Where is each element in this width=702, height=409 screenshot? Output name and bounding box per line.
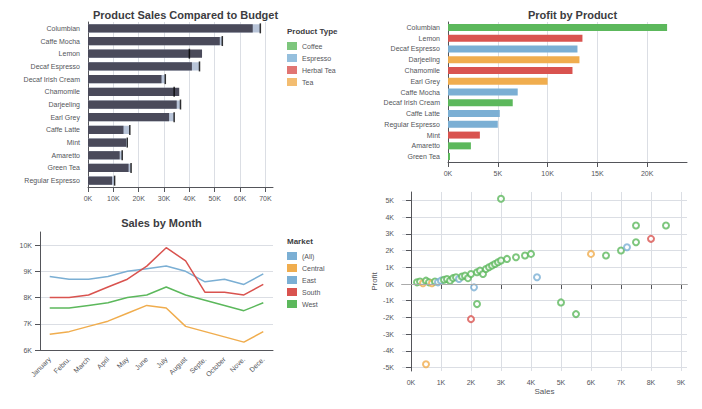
- svg-text:Amaretto: Amaretto: [412, 142, 441, 149]
- svg-text:Sales: Sales: [534, 387, 554, 396]
- svg-text:July: July: [155, 355, 170, 370]
- svg-text:Product Type: Product Type: [287, 27, 338, 36]
- svg-text:Central: Central: [302, 265, 325, 272]
- svg-text:Earl Grey: Earl Grey: [410, 78, 440, 86]
- svg-text:0K: 0K: [385, 281, 394, 288]
- svg-text:7K: 7K: [617, 379, 626, 386]
- svg-text:-1K: -1K: [383, 297, 394, 304]
- svg-text:40K: 40K: [183, 195, 196, 202]
- svg-text:Amaretto: Amaretto: [52, 152, 81, 159]
- svg-text:Earl Grey: Earl Grey: [50, 114, 80, 122]
- svg-text:Caffe Mocha: Caffe Mocha: [40, 38, 80, 45]
- svg-text:9K: 9K: [677, 379, 686, 386]
- svg-text:Caffe Mocha: Caffe Mocha: [400, 89, 440, 96]
- svg-text:Caffe Latte: Caffe Latte: [406, 110, 440, 117]
- svg-text:Darjeeling: Darjeeling: [408, 56, 440, 64]
- svg-text:(All): (All): [302, 253, 314, 261]
- svg-text:West: West: [302, 301, 318, 308]
- svg-text:Espresso: Espresso: [302, 55, 331, 63]
- svg-text:6K: 6K: [23, 347, 32, 354]
- svg-text:April: April: [96, 355, 112, 371]
- svg-text:Green Tea: Green Tea: [47, 164, 80, 171]
- svg-text:2K: 2K: [385, 247, 394, 254]
- svg-text:8K: 8K: [647, 379, 656, 386]
- svg-text:15K: 15K: [591, 170, 604, 177]
- svg-text:Septe.: Septe.: [188, 355, 208, 375]
- svg-text:-2K: -2K: [383, 314, 394, 321]
- svg-text:Darjeeling: Darjeeling: [48, 101, 80, 109]
- svg-text:Columbian: Columbian: [407, 24, 441, 31]
- svg-text:Decaf Irish Cream: Decaf Irish Cream: [384, 99, 441, 106]
- svg-text:Regular Espresso: Regular Espresso: [24, 177, 80, 185]
- svg-text:9K: 9K: [23, 268, 32, 275]
- svg-text:20K: 20K: [132, 195, 145, 202]
- svg-text:January: January: [30, 355, 54, 379]
- svg-text:Columbian: Columbian: [47, 25, 81, 32]
- svg-text:70K: 70K: [259, 195, 272, 202]
- svg-text:Product Sales Compared to Budg: Product Sales Compared to Budget: [93, 9, 279, 21]
- svg-text:6K: 6K: [587, 379, 596, 386]
- svg-text:2K: 2K: [467, 379, 476, 386]
- svg-text:Chamomile: Chamomile: [45, 88, 81, 95]
- svg-text:South: South: [302, 289, 320, 296]
- svg-text:October: October: [204, 355, 227, 378]
- svg-text:March: March: [72, 355, 91, 374]
- svg-text:Caffe Latte: Caffe Latte: [46, 126, 80, 133]
- svg-text:10K: 10K: [541, 170, 554, 177]
- svg-text:0K: 0K: [407, 379, 416, 386]
- svg-text:-3K: -3K: [383, 331, 394, 338]
- svg-text:3K: 3K: [497, 379, 506, 386]
- svg-text:10K: 10K: [107, 195, 120, 202]
- svg-text:Green Tea: Green Tea: [407, 153, 440, 160]
- svg-text:Mint: Mint: [67, 139, 80, 146]
- svg-text:Lemon: Lemon: [59, 50, 81, 57]
- svg-text:Decaf Espresso: Decaf Espresso: [391, 45, 441, 53]
- svg-text:1K: 1K: [385, 264, 394, 271]
- svg-text:Chamomile: Chamomile: [405, 67, 441, 74]
- svg-text:Sales by Month: Sales by Month: [121, 217, 202, 229]
- svg-text:30K: 30K: [158, 195, 171, 202]
- svg-text:3K: 3K: [385, 230, 394, 237]
- svg-text:-4K: -4K: [383, 347, 394, 354]
- svg-text:Profit by Product: Profit by Product: [528, 9, 618, 21]
- svg-text:0K: 0K: [84, 195, 93, 202]
- svg-text:10K: 10K: [20, 242, 33, 249]
- svg-text:4K: 4K: [385, 214, 394, 221]
- svg-text:Lemon: Lemon: [419, 35, 441, 42]
- svg-text:Market: Market: [287, 237, 313, 246]
- svg-text:Febru.: Febru.: [52, 355, 71, 374]
- svg-text:5K: 5K: [557, 379, 566, 386]
- svg-text:Decaf Espresso: Decaf Espresso: [31, 63, 81, 71]
- svg-text:May: May: [116, 355, 131, 370]
- svg-text:8K: 8K: [23, 294, 32, 301]
- svg-text:5K: 5K: [494, 170, 503, 177]
- svg-text:-5K: -5K: [383, 364, 394, 371]
- svg-text:4K: 4K: [527, 379, 536, 386]
- svg-text:0K: 0K: [444, 170, 453, 177]
- svg-text:Mint: Mint: [427, 132, 440, 139]
- svg-text:1K: 1K: [437, 379, 446, 386]
- svg-text:20K: 20K: [641, 170, 654, 177]
- svg-text:5K: 5K: [385, 197, 394, 204]
- svg-text:Regular Espresso: Regular Espresso: [384, 121, 440, 129]
- svg-text:August: August: [168, 355, 189, 376]
- svg-text:Nove.: Nove.: [228, 355, 246, 373]
- svg-text:East: East: [302, 277, 316, 284]
- svg-text:Profit: Profit: [370, 271, 379, 290]
- svg-text:60K: 60K: [234, 195, 247, 202]
- svg-text:Herbal Tea: Herbal Tea: [302, 67, 336, 74]
- svg-text:June: June: [134, 355, 150, 371]
- svg-text:Coffee: Coffee: [302, 43, 323, 50]
- svg-text:Dece.: Dece.: [248, 355, 266, 373]
- svg-text:50K: 50K: [208, 195, 221, 202]
- svg-text:Decaf Irish Cream: Decaf Irish Cream: [24, 76, 81, 83]
- svg-text:Tea: Tea: [302, 79, 313, 86]
- svg-text:7K: 7K: [23, 320, 32, 327]
